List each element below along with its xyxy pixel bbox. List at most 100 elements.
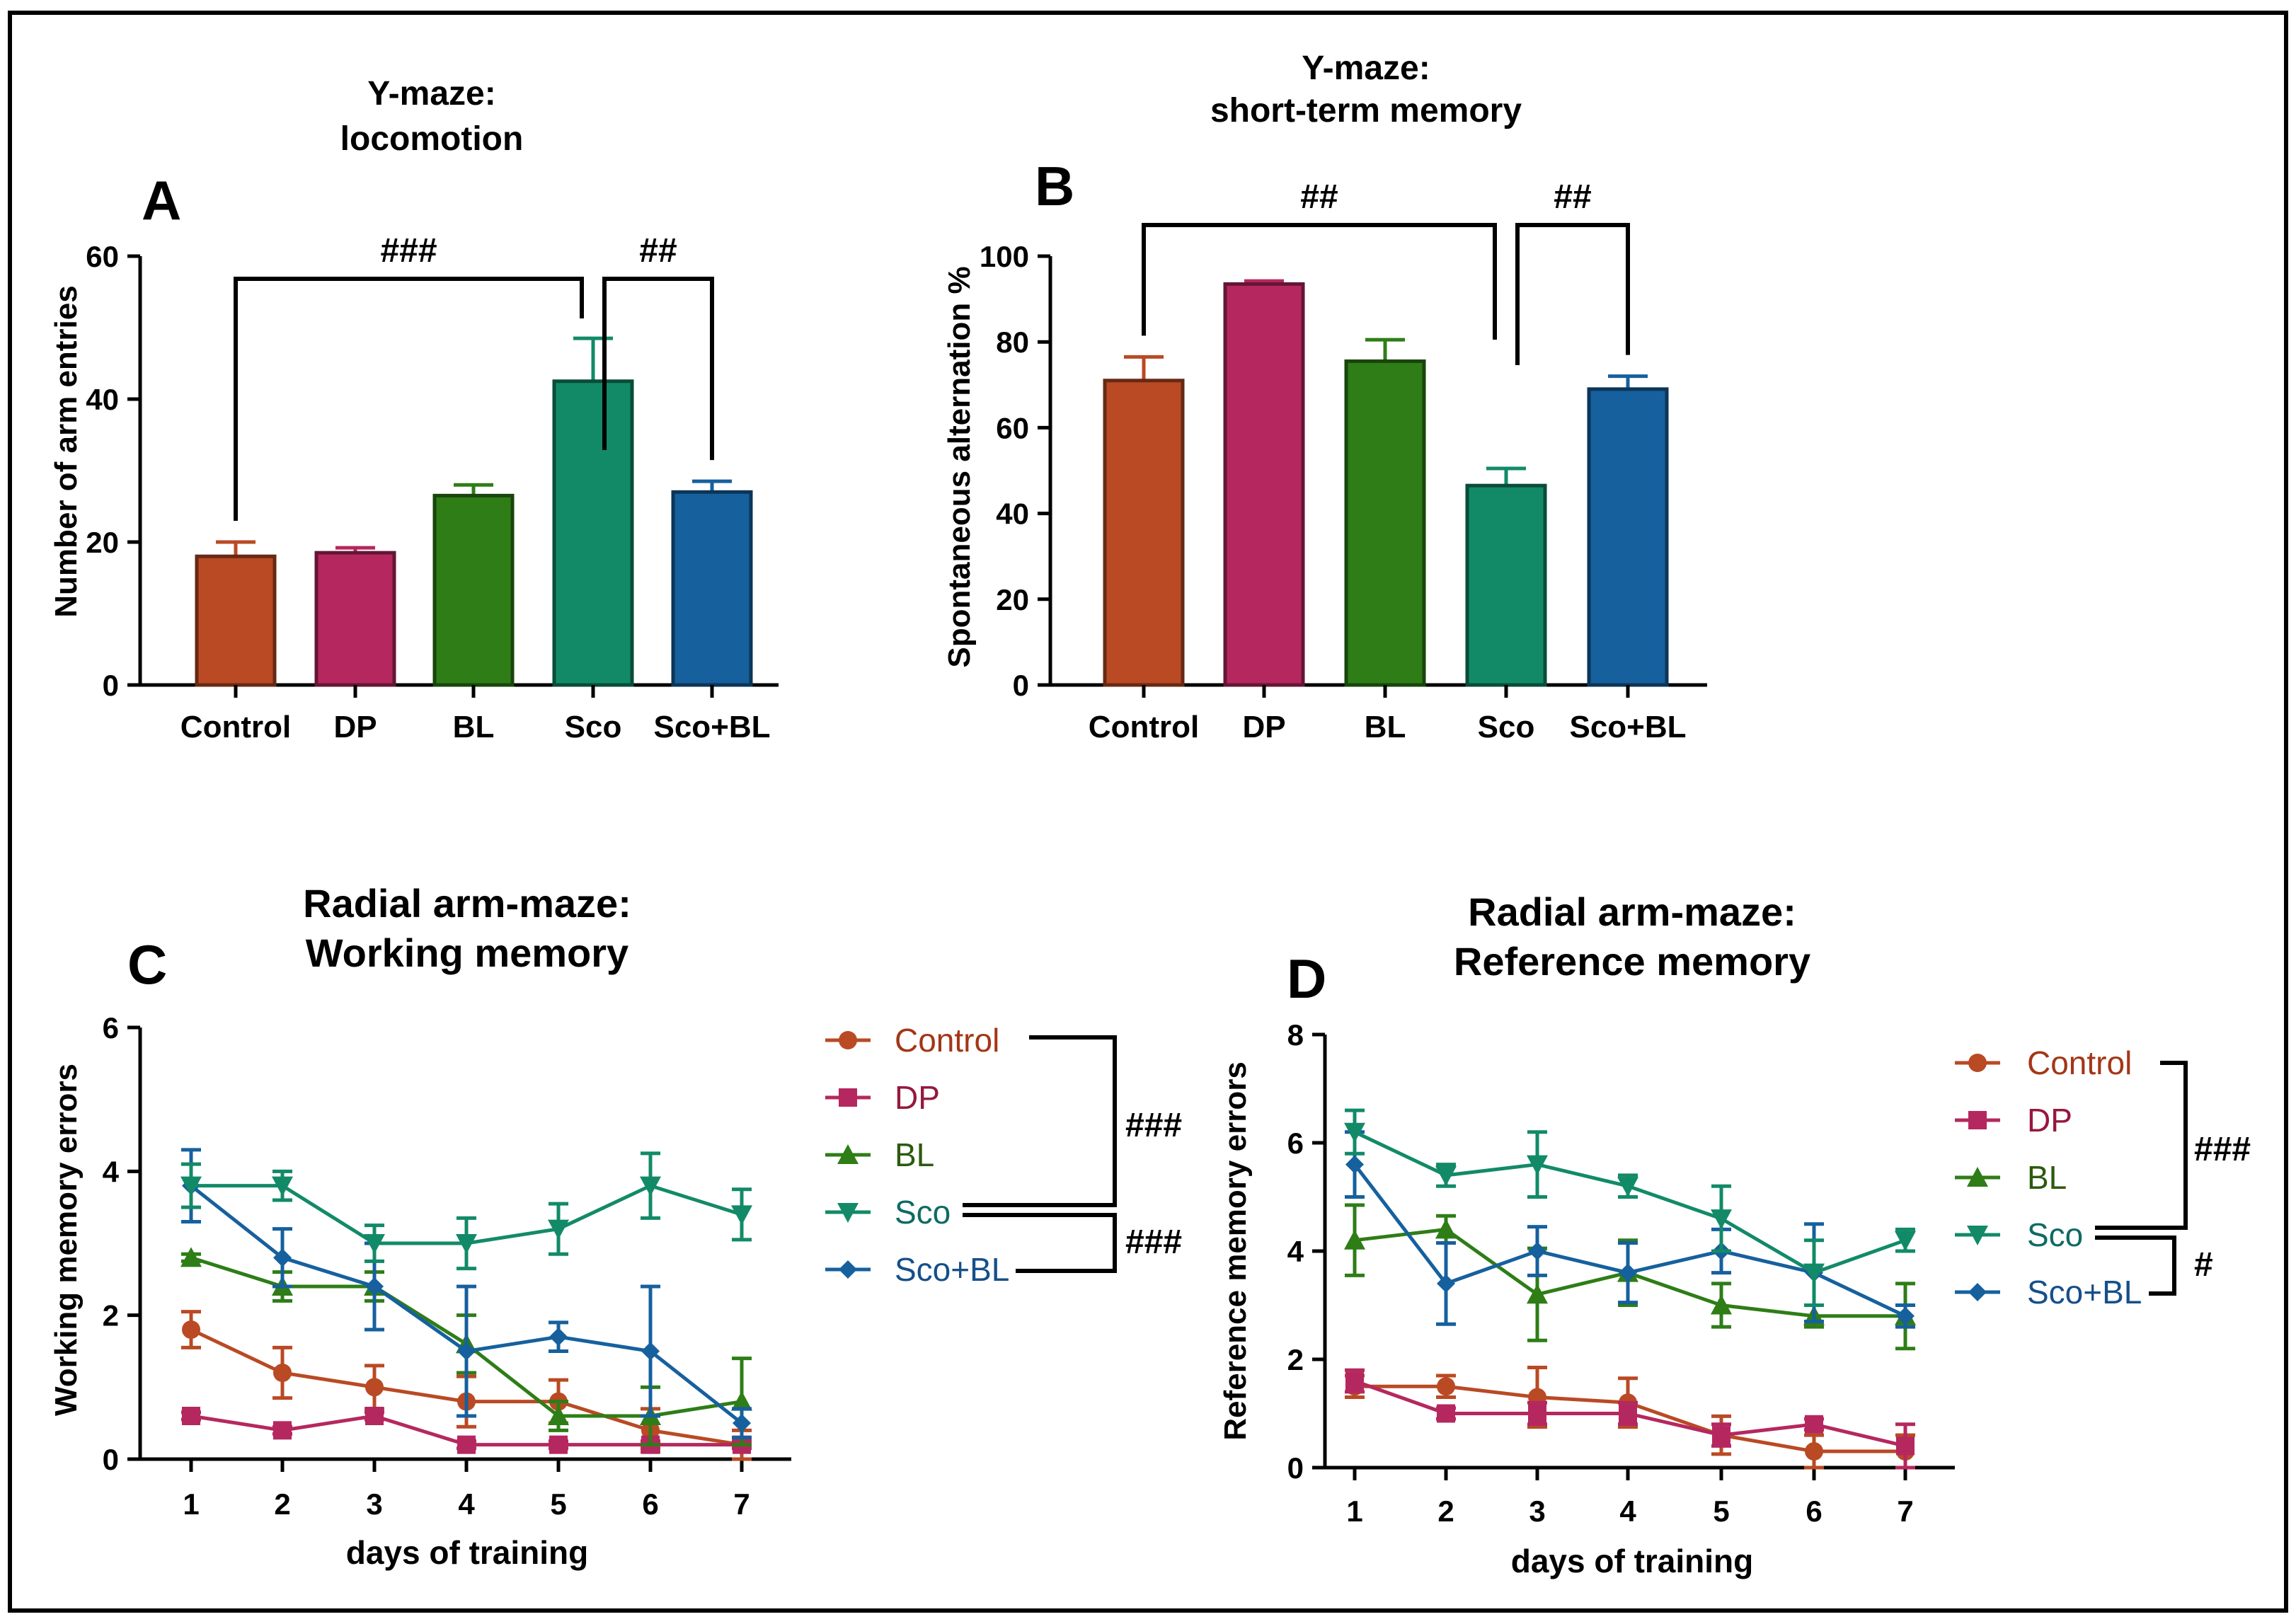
panel-d-dp-point <box>1437 1404 1455 1423</box>
panel-d-legend-marker-dp <box>1968 1111 1987 1129</box>
panel-d-legend-label-sco-plus-bl: Sco+BL <box>2027 1274 2142 1311</box>
figure-border <box>8 11 2288 1613</box>
panel-d-title-line-1: Radial arm-maze: <box>1468 889 1796 934</box>
panel-d-significance-label: # <box>2194 1246 2213 1284</box>
panel-d-sco-plus-bl-point <box>1345 1155 1364 1174</box>
panel-d-legend-marker-sco-plus-bl <box>1968 1283 1987 1301</box>
panel-d-dp-point <box>1896 1436 1915 1456</box>
panel-c-y-tick-label: 2 <box>103 1299 119 1332</box>
panel-c-title-line-1: Radial arm-maze: <box>303 881 631 926</box>
panel-b-x-tick-label-dp: DP <box>1242 710 1285 744</box>
panel-c-sco-plus-bl-point <box>365 1277 384 1296</box>
panel-c-x-tick-label: 4 <box>458 1487 475 1521</box>
panel-a-bar-sco-plus-bl <box>671 490 753 687</box>
panel-d-x-tick-label: 5 <box>1713 1495 1729 1528</box>
panel-c-bl-point <box>548 1405 569 1425</box>
panel-b-y-tick-label: 0 <box>1013 669 1029 702</box>
panel-c-legend-label-sco-plus-bl: Sco+BL <box>895 1251 1009 1288</box>
panel-d-x-tick-label: 6 <box>1806 1495 1822 1528</box>
panel-c-sco-point <box>180 1176 202 1197</box>
panel-c-sco-point <box>548 1219 569 1240</box>
panel-d-sco-plus-bl-point <box>1437 1274 1455 1293</box>
panel-b-x-tick-label-sco-plus-bl: Sco+BL <box>1569 710 1686 744</box>
panel-d-y-tick-label: 0 <box>1287 1451 1304 1485</box>
panel-a-significance-label: ## <box>639 232 677 270</box>
panel-c-dp-point <box>457 1435 476 1454</box>
panel-d-dp-point <box>1805 1415 1823 1434</box>
panel-d-legend-label-dp: DP <box>2027 1102 2072 1139</box>
panel-a-title-line-2: locomotion <box>340 120 524 158</box>
panel-a-title-line-1: Y-maze: <box>367 75 495 113</box>
panel-c-x-tick-label: 1 <box>183 1487 199 1521</box>
panel-c-legend-label-bl: BL <box>895 1136 934 1173</box>
panel-d-x-axis-label: days of training <box>1511 1543 1753 1579</box>
panel-a-significance-bracket <box>602 277 714 461</box>
panel-a-y-tick-label: 0 <box>103 669 119 702</box>
panel-d-dp-point <box>1345 1371 1364 1390</box>
panel-c-x-axis-label: days of training <box>346 1534 588 1571</box>
panel-c-control-point <box>182 1320 200 1339</box>
panel-c-significance-bracket <box>963 1213 1117 1273</box>
panel-c-control-point <box>365 1378 384 1397</box>
panel-d-significance-bracket <box>2095 1061 2188 1230</box>
panel-c-sco-plus-bl-point <box>733 1414 751 1433</box>
panel-d-label: D <box>1287 948 1326 1010</box>
panel-a: Y-maze: locomotion A Number of arm entri… <box>49 75 779 744</box>
panel-d-bl-point <box>1527 1284 1548 1304</box>
panel-a-x-tick-label-control: Control <box>180 710 291 744</box>
panel-b-bar-sco-plus-bl <box>1587 387 1669 687</box>
panel-b-y-tick-label: 20 <box>996 583 1029 616</box>
panel-b-x-tick-label-bl: BL <box>1365 710 1406 744</box>
panel-d-x-tick-label: 4 <box>1619 1495 1636 1528</box>
panel-c-title-line-2: Working memory <box>306 931 628 975</box>
panel-c-y-tick-label: 0 <box>103 1443 119 1476</box>
panel-d-sco-plus-bl-point <box>1528 1242 1546 1260</box>
panel-c-legend-label-sco: Sco <box>895 1194 951 1231</box>
panel-a-bar-control <box>195 554 277 687</box>
panel-d-sco-point <box>1344 1122 1365 1143</box>
panel-c-dp-point <box>273 1421 292 1440</box>
panel-b-title-line-2: short-term memory <box>1210 92 1522 129</box>
panel-d-dp-point <box>1528 1404 1546 1423</box>
panel-d-legend-label-control: Control <box>2027 1044 2132 1081</box>
panel-d-dp-point <box>1619 1404 1637 1423</box>
panel-d-control-point <box>1437 1377 1455 1396</box>
panel-d-x-tick-label: 7 <box>1897 1495 1913 1528</box>
panel-b-significance-bracket <box>1515 223 1630 365</box>
panel-a-significance-bracket <box>234 277 584 521</box>
panel-d-sco-point <box>1435 1165 1457 1186</box>
panel-d-legend-marker-bl <box>1967 1167 1988 1187</box>
panel-b-y-tick-label: 100 <box>980 240 1029 273</box>
panel-d-significance-bracket <box>2095 1236 2176 1296</box>
panel-c-significance-label: ### <box>1125 1107 1182 1144</box>
panel-c-x-tick-label: 7 <box>733 1487 750 1521</box>
panel-d: Radial arm-maze: Reference memory D Refe… <box>1218 889 2251 1579</box>
panel-c-sco-point <box>731 1205 752 1226</box>
panel-b-title-line-1: Y-maze: <box>1302 50 1430 87</box>
panel-b-bar-sco <box>1465 483 1547 687</box>
panel-b-significance-label: ## <box>1300 178 1338 216</box>
panel-b-x-tick-label-control: Control <box>1089 710 1199 744</box>
panel-c-significance-bracket <box>963 1035 1117 1207</box>
panel-a-bar-bl <box>432 493 515 687</box>
panel-d-sco-plus-bl-point <box>1619 1263 1637 1282</box>
panel-b-y-tick-label: 40 <box>996 497 1029 531</box>
panel-c: Radial arm-maze: Working memory C Workin… <box>49 881 1182 1571</box>
panel-d-x-tick-label: 3 <box>1529 1495 1545 1528</box>
panel-d-bl-point <box>1435 1219 1457 1239</box>
panel-c-sco-point <box>364 1234 385 1254</box>
panel-c-bl-point <box>180 1247 202 1267</box>
panel-b-significance-label: ## <box>1554 178 1591 216</box>
panel-c-label: C <box>127 933 167 996</box>
panel-b-y-axis-label: Spontaneous alternation % <box>942 266 977 667</box>
panel-c-sco-point <box>456 1234 477 1254</box>
panel-a-y-tick-label: 40 <box>86 383 119 416</box>
panel-d-legend-marker-control <box>1968 1054 1987 1072</box>
panel-c-sco-plus-bl-point <box>457 1342 476 1361</box>
panel-a-x-tick-label-sco: Sco <box>565 710 622 744</box>
panel-a-x-tick-label-bl: BL <box>453 710 495 744</box>
panel-c-x-tick-label: 2 <box>274 1487 290 1521</box>
panel-b-bar-control <box>1103 379 1185 687</box>
panel-b-bar-bl <box>1344 359 1426 687</box>
